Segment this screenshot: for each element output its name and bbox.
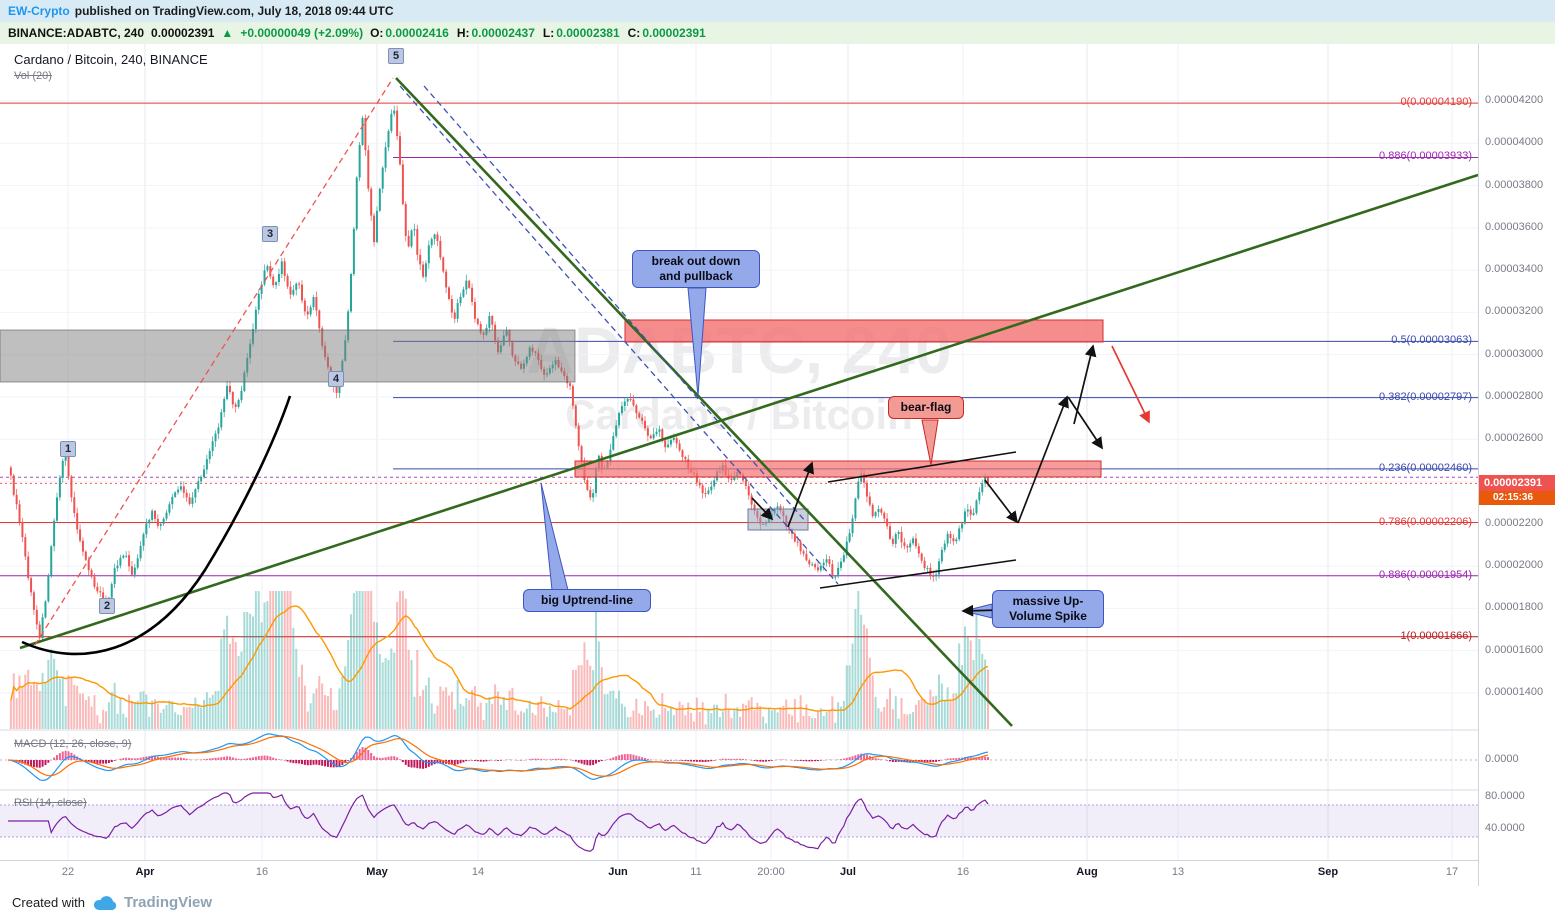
symbol-info-bar: BINANCE:ADABTC, 240 0.00002391 ▲ +0.0000…: [0, 22, 1555, 44]
supply-zone-gray: [0, 329, 576, 383]
elliott-wave-label-2[interactable]: 2: [99, 598, 115, 614]
volume-legend[interactable]: Vol (20): [14, 70, 52, 82]
wedge-dashed-blue-a: [399, 85, 839, 585]
time-axis[interactable]: 22 Apr 16 May 14 Jun 11 20:00 Jul 16 Aug 13 Sep 17: [0, 860, 1478, 886]
wedge-dashed-blue-b: [423, 85, 807, 523]
rsi-tick: 80.0000: [1485, 790, 1525, 802]
price-tick: 0.00001400: [1485, 685, 1544, 698]
fib-level-label: 0.236(0.00002460): [1379, 461, 1472, 474]
price-tick: 0.00002800: [1485, 389, 1544, 402]
price-tick: 0.00001600: [1485, 643, 1544, 656]
time-tick: 13: [1171, 866, 1185, 878]
time-tick: Aug: [1076, 866, 1098, 878]
macd-legend[interactable]: MACD (12, 26, close, 9): [14, 738, 132, 750]
time-tick: 22: [61, 866, 75, 878]
price-change: +0.00000049 (+2.09%): [240, 26, 364, 40]
callout-uptrend[interactable]: big Uptrend-line: [523, 589, 651, 612]
ohlc-value: 0.00002381: [556, 26, 620, 40]
publish-bar: EW-Crypto published on TradingView.com, J…: [0, 0, 1555, 22]
price-tick: 0.00003400: [1485, 263, 1544, 276]
change-arrow-icon: ▲: [221, 26, 234, 40]
parabolic-support-curve: [21, 395, 292, 656]
price-tick: 0.00004000: [1485, 136, 1544, 149]
fib-level-label: 0.786(0.00002206): [1379, 515, 1472, 528]
chart-canvas[interactable]: [0, 44, 1478, 860]
price-tick: 0.00004200: [1485, 94, 1544, 106]
ohlc-value: 0.00002391: [642, 26, 706, 40]
ohlc-label: O:: [370, 26, 384, 40]
fib-level-label: 0.382(0.00002797): [1379, 390, 1472, 403]
rsi-tick: 40.0000: [1485, 822, 1525, 834]
price-tick: 0.00003800: [1485, 178, 1544, 191]
fib-level-label: 0.886(0.00003933): [1379, 150, 1472, 163]
ohlc-value: 0.00002416: [385, 26, 449, 40]
callout-bear-flag[interactable]: bear-flag: [888, 396, 964, 419]
elliott-wave-label-4[interactable]: 4: [328, 371, 344, 387]
big-uptrend-line: [19, 173, 1478, 650]
author-link[interactable]: EW-Crypto: [8, 4, 70, 18]
callout-breakout[interactable]: break out down and pullback: [632, 250, 760, 288]
footer: Created with TradingView: [0, 886, 1555, 919]
flag-top-line: [827, 451, 1017, 483]
downtrend-line: [395, 77, 1013, 727]
time-tick: Jul: [840, 866, 856, 878]
ohlc-values: O: 0.00002416 H: 0.00002437 L: 0.00002381 C: 0.…: [370, 22, 712, 44]
pullback-highlight: [747, 508, 809, 531]
price-axis[interactable]: 0.00002391 02:15:36 0.00004200 0.00004000…: [1478, 44, 1555, 886]
chart-area[interactable]: ADABTC, 240 Cardano / Bitcoin Cardano / …: [0, 44, 1478, 860]
symbol-name[interactable]: BINANCE:ADABTC, 240: [8, 26, 145, 40]
callout-volume-spike[interactable]: massive Up- Volume Spike: [992, 590, 1104, 628]
ohlc-label: C:: [627, 26, 641, 40]
elliott-wave-label-5[interactable]: 5: [388, 48, 404, 64]
tradingview-brand-text[interactable]: TradingView: [123, 894, 213, 911]
price-tick: 0.00002600: [1485, 432, 1544, 445]
ohlc-label: H:: [456, 26, 470, 40]
time-tick: Apr: [135, 866, 155, 878]
fib-level-label: 1(0.00001666): [1400, 629, 1472, 642]
price-tick: 0.00003000: [1485, 347, 1544, 360]
time-tick: 11: [690, 866, 702, 878]
rsi-legend[interactable]: RSI (14, close): [14, 797, 87, 809]
price-tick: 0.00003200: [1485, 305, 1544, 318]
fib-level-label: 0(0.00004190): [1400, 96, 1472, 109]
tradingview-logo-icon[interactable]: [92, 895, 117, 911]
price-tick: 0.00002200: [1485, 516, 1544, 529]
flag-bottom-line: [819, 559, 1017, 589]
chart-legend-title[interactable]: Cardano / Bitcoin, 240, BINANCE: [14, 52, 208, 67]
ohlc-value: 0.00002437: [471, 26, 535, 40]
time-tick: Sep: [1317, 866, 1339, 878]
last-price: 0.00002391: [151, 26, 215, 40]
elliott-wave-label-1[interactable]: 1: [60, 441, 76, 457]
price-tick: 0.00002000: [1485, 559, 1544, 572]
ohlc-label: L:: [542, 26, 555, 40]
time-tick: 16: [956, 866, 970, 878]
fib-level-label: 0.5(0.00003063): [1391, 334, 1472, 347]
current-price-badge: 0.00002391: [1479, 475, 1555, 492]
price-tick: 0.00003600: [1485, 220, 1544, 233]
resistance-zone-lower: [574, 460, 1102, 478]
impulse-dashed-red: [34, 77, 394, 646]
created-with-text: Created with: [12, 895, 85, 910]
price-tick: 0.00001800: [1485, 601, 1544, 614]
macd-zero-tick: 0.0000: [1485, 753, 1519, 765]
time-tick: 16: [255, 866, 269, 878]
elliott-wave-label-3[interactable]: 3: [262, 226, 278, 242]
fib-level-label: 0.886(0.00001954): [1379, 568, 1472, 581]
time-tick: 20:00: [757, 866, 785, 878]
time-tick: 14: [471, 866, 485, 878]
publish-text: published on TradingView.com, July 18, 2…: [74, 4, 394, 18]
bar-countdown-badge: 02:15:36: [1479, 491, 1555, 506]
time-tick: Jun: [608, 866, 628, 878]
time-tick: May: [366, 866, 388, 878]
time-tick: 17: [1445, 866, 1459, 878]
